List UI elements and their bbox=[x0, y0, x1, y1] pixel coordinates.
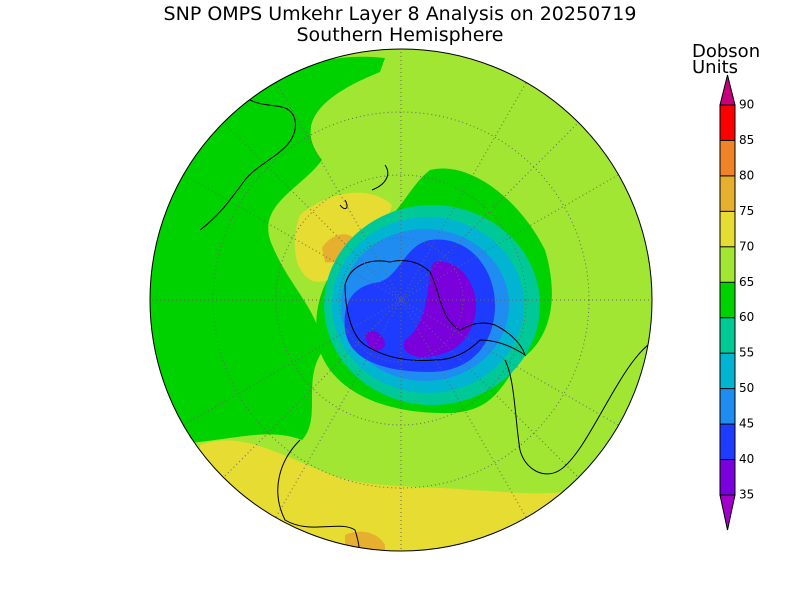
colorbar-segment bbox=[720, 317, 735, 354]
colorbar-segment bbox=[720, 140, 735, 176]
colorbar-label: Units bbox=[692, 57, 738, 78]
colorbar-over-triangle bbox=[719, 74, 736, 106]
field-yellow-bottom bbox=[180, 440, 620, 551]
field-green-band bbox=[150, 56, 385, 445]
colorbar-tick-label: 40 bbox=[739, 452, 754, 466]
colorbar-label: Dobson bbox=[692, 41, 760, 62]
colorbar-segment bbox=[720, 175, 735, 212]
colorbar-tick-label: 35 bbox=[739, 488, 754, 502]
field-orange-bottom bbox=[345, 531, 385, 551]
subtitle: Southern Hemisphere bbox=[296, 24, 503, 46]
colorbar-tick-label: 55 bbox=[739, 346, 754, 360]
globe-outline bbox=[149, 48, 653, 552]
colorbar-tick-label: 45 bbox=[739, 417, 754, 431]
colorbar-segment bbox=[720, 353, 735, 389]
coastlines bbox=[199, 99, 652, 551]
map bbox=[150, 49, 652, 551]
graticule bbox=[150, 49, 652, 551]
colorbar-tick-label: 65 bbox=[739, 275, 754, 289]
title: SNP OMPS Umkehr Layer 8 Analysis on 2025… bbox=[164, 3, 637, 25]
colorbar-segment bbox=[720, 388, 735, 425]
colorbar-tick-label: 90 bbox=[739, 98, 754, 112]
colorbar-segment bbox=[720, 105, 735, 141]
colorbar-tick-label: 70 bbox=[739, 239, 754, 253]
field-orange-patch bbox=[322, 234, 355, 263]
colorbar-tick-label: 60 bbox=[739, 310, 754, 324]
colorbar-tick-label: 75 bbox=[739, 204, 754, 218]
colorbar-tick-label: 50 bbox=[739, 381, 754, 395]
colorbar-segment bbox=[720, 424, 735, 460]
colorbar-segment bbox=[720, 211, 735, 247]
colorbar-under-triangle bbox=[719, 494, 736, 531]
colorbar-segment bbox=[720, 282, 735, 318]
field-35 bbox=[365, 261, 477, 358]
colorbar-segment bbox=[720, 246, 735, 283]
colorbar-tick-label: 80 bbox=[739, 168, 754, 182]
colorbar-segment bbox=[720, 459, 735, 495]
colorbar-tick-label: 85 bbox=[739, 133, 754, 147]
